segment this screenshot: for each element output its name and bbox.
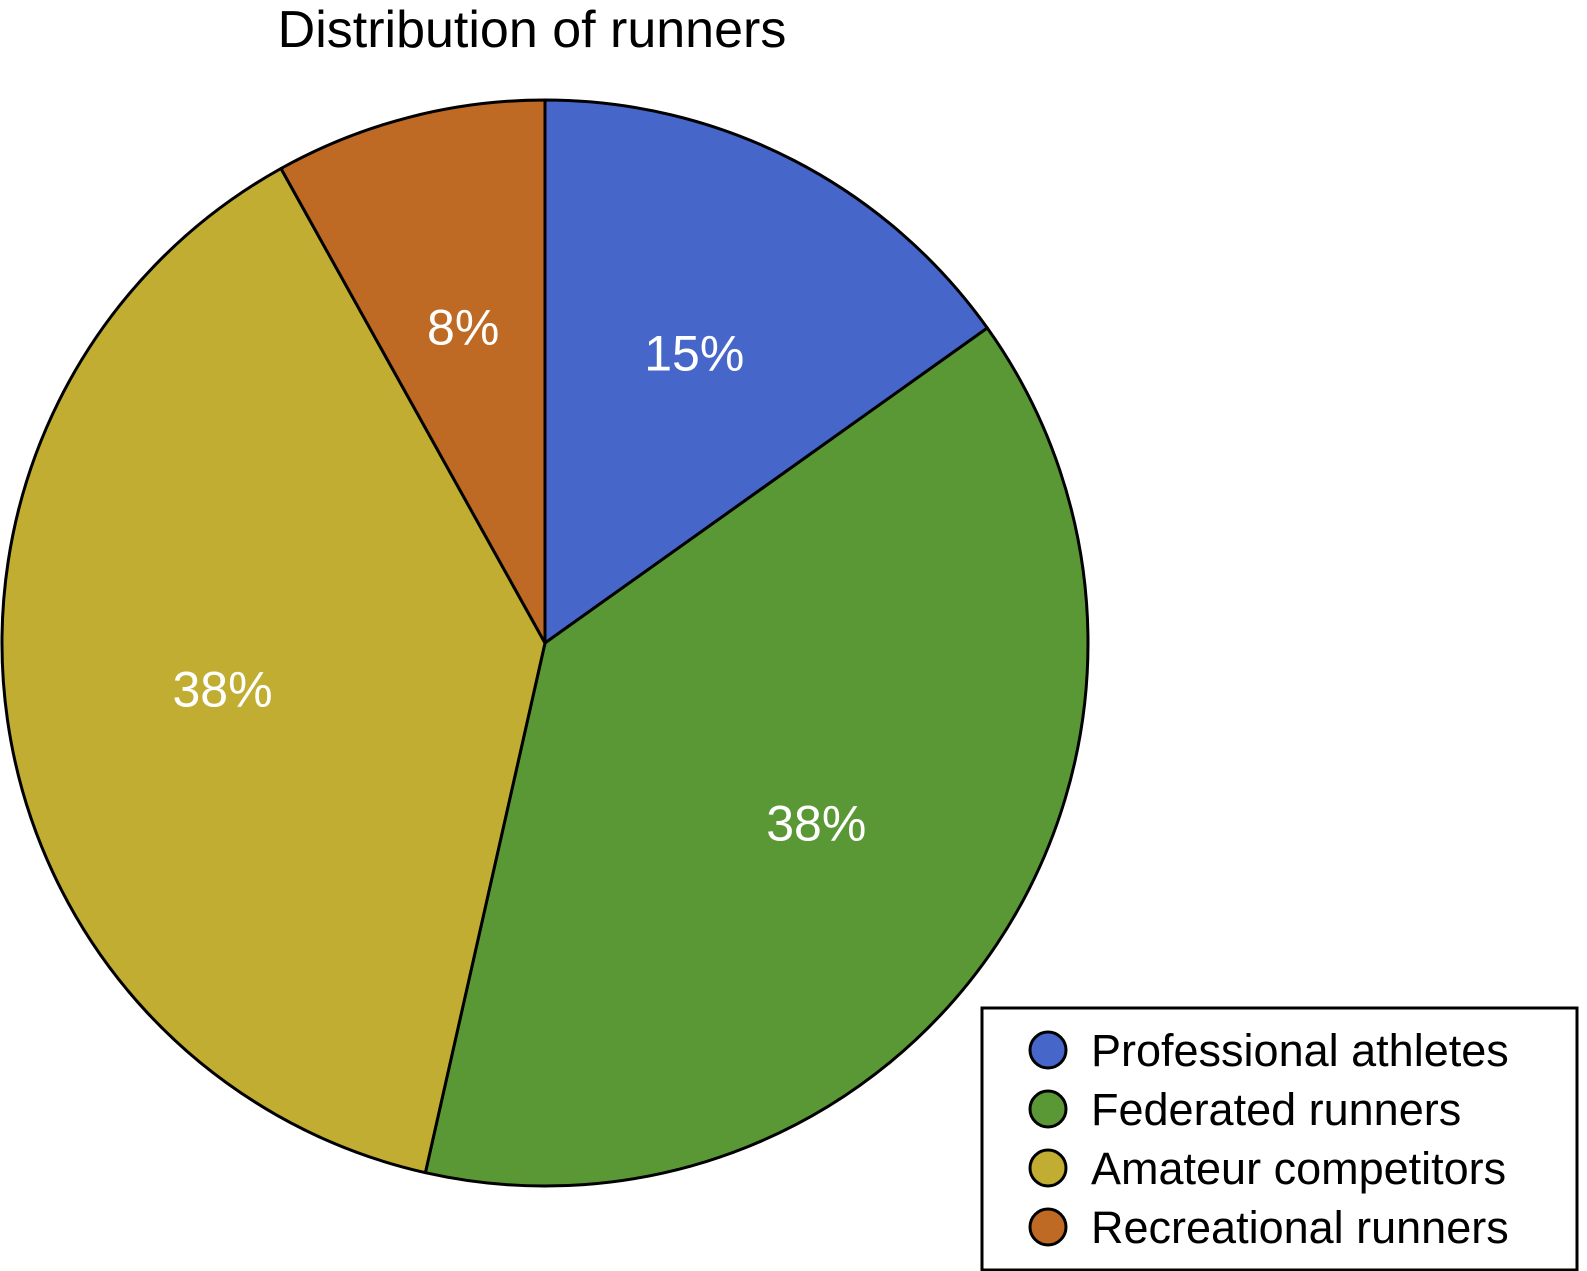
pie-slice-amateur-competitors <box>0 167 547 1175</box>
legend-marker-federated-runners <box>1028 1089 1068 1129</box>
pie-slices <box>0 98 1090 1188</box>
legend-label-recreational-runners: Recreational runners <box>1091 1202 1509 1253</box>
pie-slice-federated-runners <box>423 326 1090 1188</box>
slice-label-recreational-runners: 8% <box>427 300 499 356</box>
legend-marker-amateur-competitors <box>1028 1148 1068 1188</box>
legend: Professional athletes Federated runners Am… <box>980 1006 1579 1271</box>
chart-title: Distribution of runners <box>278 1 787 59</box>
legend-marker-recreational-runners <box>1028 1207 1068 1247</box>
legend-label-amateur-competitors: Amateur competitors <box>1091 1143 1506 1194</box>
legend-marker-professional-athletes <box>1028 1030 1068 1070</box>
legend-label-professional-athletes: Professional athletes <box>1091 1025 1509 1076</box>
legend-label-federated-runners: Federated runners <box>1091 1084 1461 1135</box>
slice-label-professional-athletes: 15% <box>644 325 744 381</box>
pie-slice-recreational-runners <box>279 98 547 645</box>
slice-label-amateur-competitors: 38% <box>172 661 272 717</box>
pie-slice-labels: 15% 38% 38% 8% <box>172 300 866 852</box>
pie-slice-professional-athletes <box>543 98 989 645</box>
legend-items: Professional athletes Federated runners Am… <box>1028 1025 1509 1253</box>
slice-label-federated-runners: 38% <box>766 795 866 851</box>
legend-box <box>980 1006 1579 1271</box>
